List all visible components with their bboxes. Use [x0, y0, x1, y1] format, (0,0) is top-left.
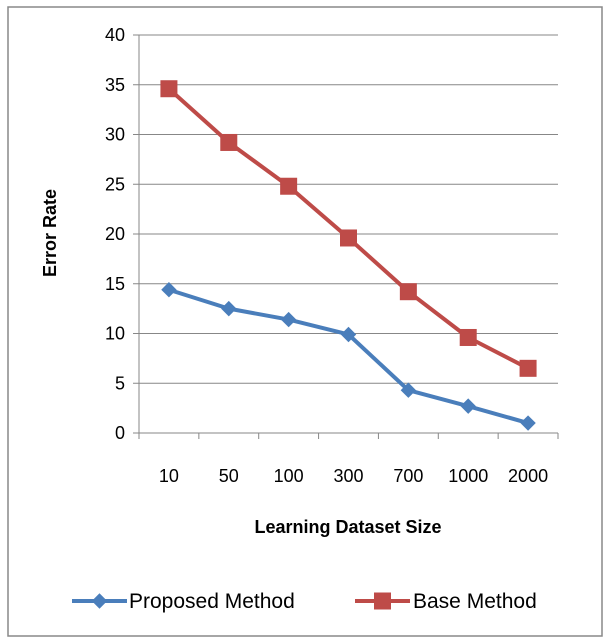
legend-item: Base Method [355, 590, 537, 613]
data-point [460, 398, 476, 414]
series-1 [161, 282, 536, 431]
series-2 [160, 80, 537, 377]
data-point [280, 311, 297, 328]
x-tick-label: 1000 [448, 466, 488, 486]
y-tick-labels: 0 5 10 15 20 25 30 35 40 [105, 25, 125, 443]
data-point [459, 328, 477, 346]
y-tick-label: 0 [115, 423, 125, 443]
x-axis-title: Learning Dataset Size [254, 517, 441, 537]
y-tick-label: 40 [105, 25, 125, 45]
legend-label: Base Method [413, 590, 537, 613]
y-tick-label: 20 [105, 224, 125, 244]
y-axis-title: Error Rate [40, 189, 60, 277]
data-point [280, 177, 298, 195]
x-tick-label: 50 [219, 466, 239, 486]
data-point [399, 283, 417, 301]
data-point [220, 133, 238, 151]
y-tick-label: 15 [105, 274, 125, 294]
legend: Proposed Method Base Method [72, 590, 537, 613]
y-tick-label: 35 [105, 75, 125, 95]
y-tick-label: 5 [115, 373, 125, 393]
chart-border [7, 6, 603, 637]
x-tick-label: 300 [333, 466, 363, 486]
legend-label: Proposed Method [129, 590, 295, 613]
data-point [160, 80, 178, 98]
data-point [340, 326, 357, 343]
data-point [340, 229, 357, 247]
data-point [161, 282, 177, 298]
y-tick-label: 30 [105, 125, 125, 145]
y-tick-label: 10 [105, 324, 125, 344]
data-point [519, 359, 537, 377]
legend-marker [374, 592, 391, 610]
x-tick-label: 10 [159, 466, 179, 486]
x-tick-label: 100 [274, 466, 304, 486]
series-lines [160, 80, 537, 431]
x-tick-label: 700 [393, 466, 423, 486]
data-point [400, 382, 417, 398]
y-tick-label: 25 [105, 174, 125, 194]
data-point [520, 415, 536, 431]
legend-item: Proposed Method [72, 590, 295, 613]
x-tick-label: 2000 [508, 466, 548, 486]
axes [133, 34, 559, 439]
x-tick-labels: 10 50 100 300 700 1000 2000 [159, 466, 548, 486]
data-point [221, 300, 237, 317]
legend-marker [91, 593, 108, 609]
gridlines [139, 34, 558, 384]
